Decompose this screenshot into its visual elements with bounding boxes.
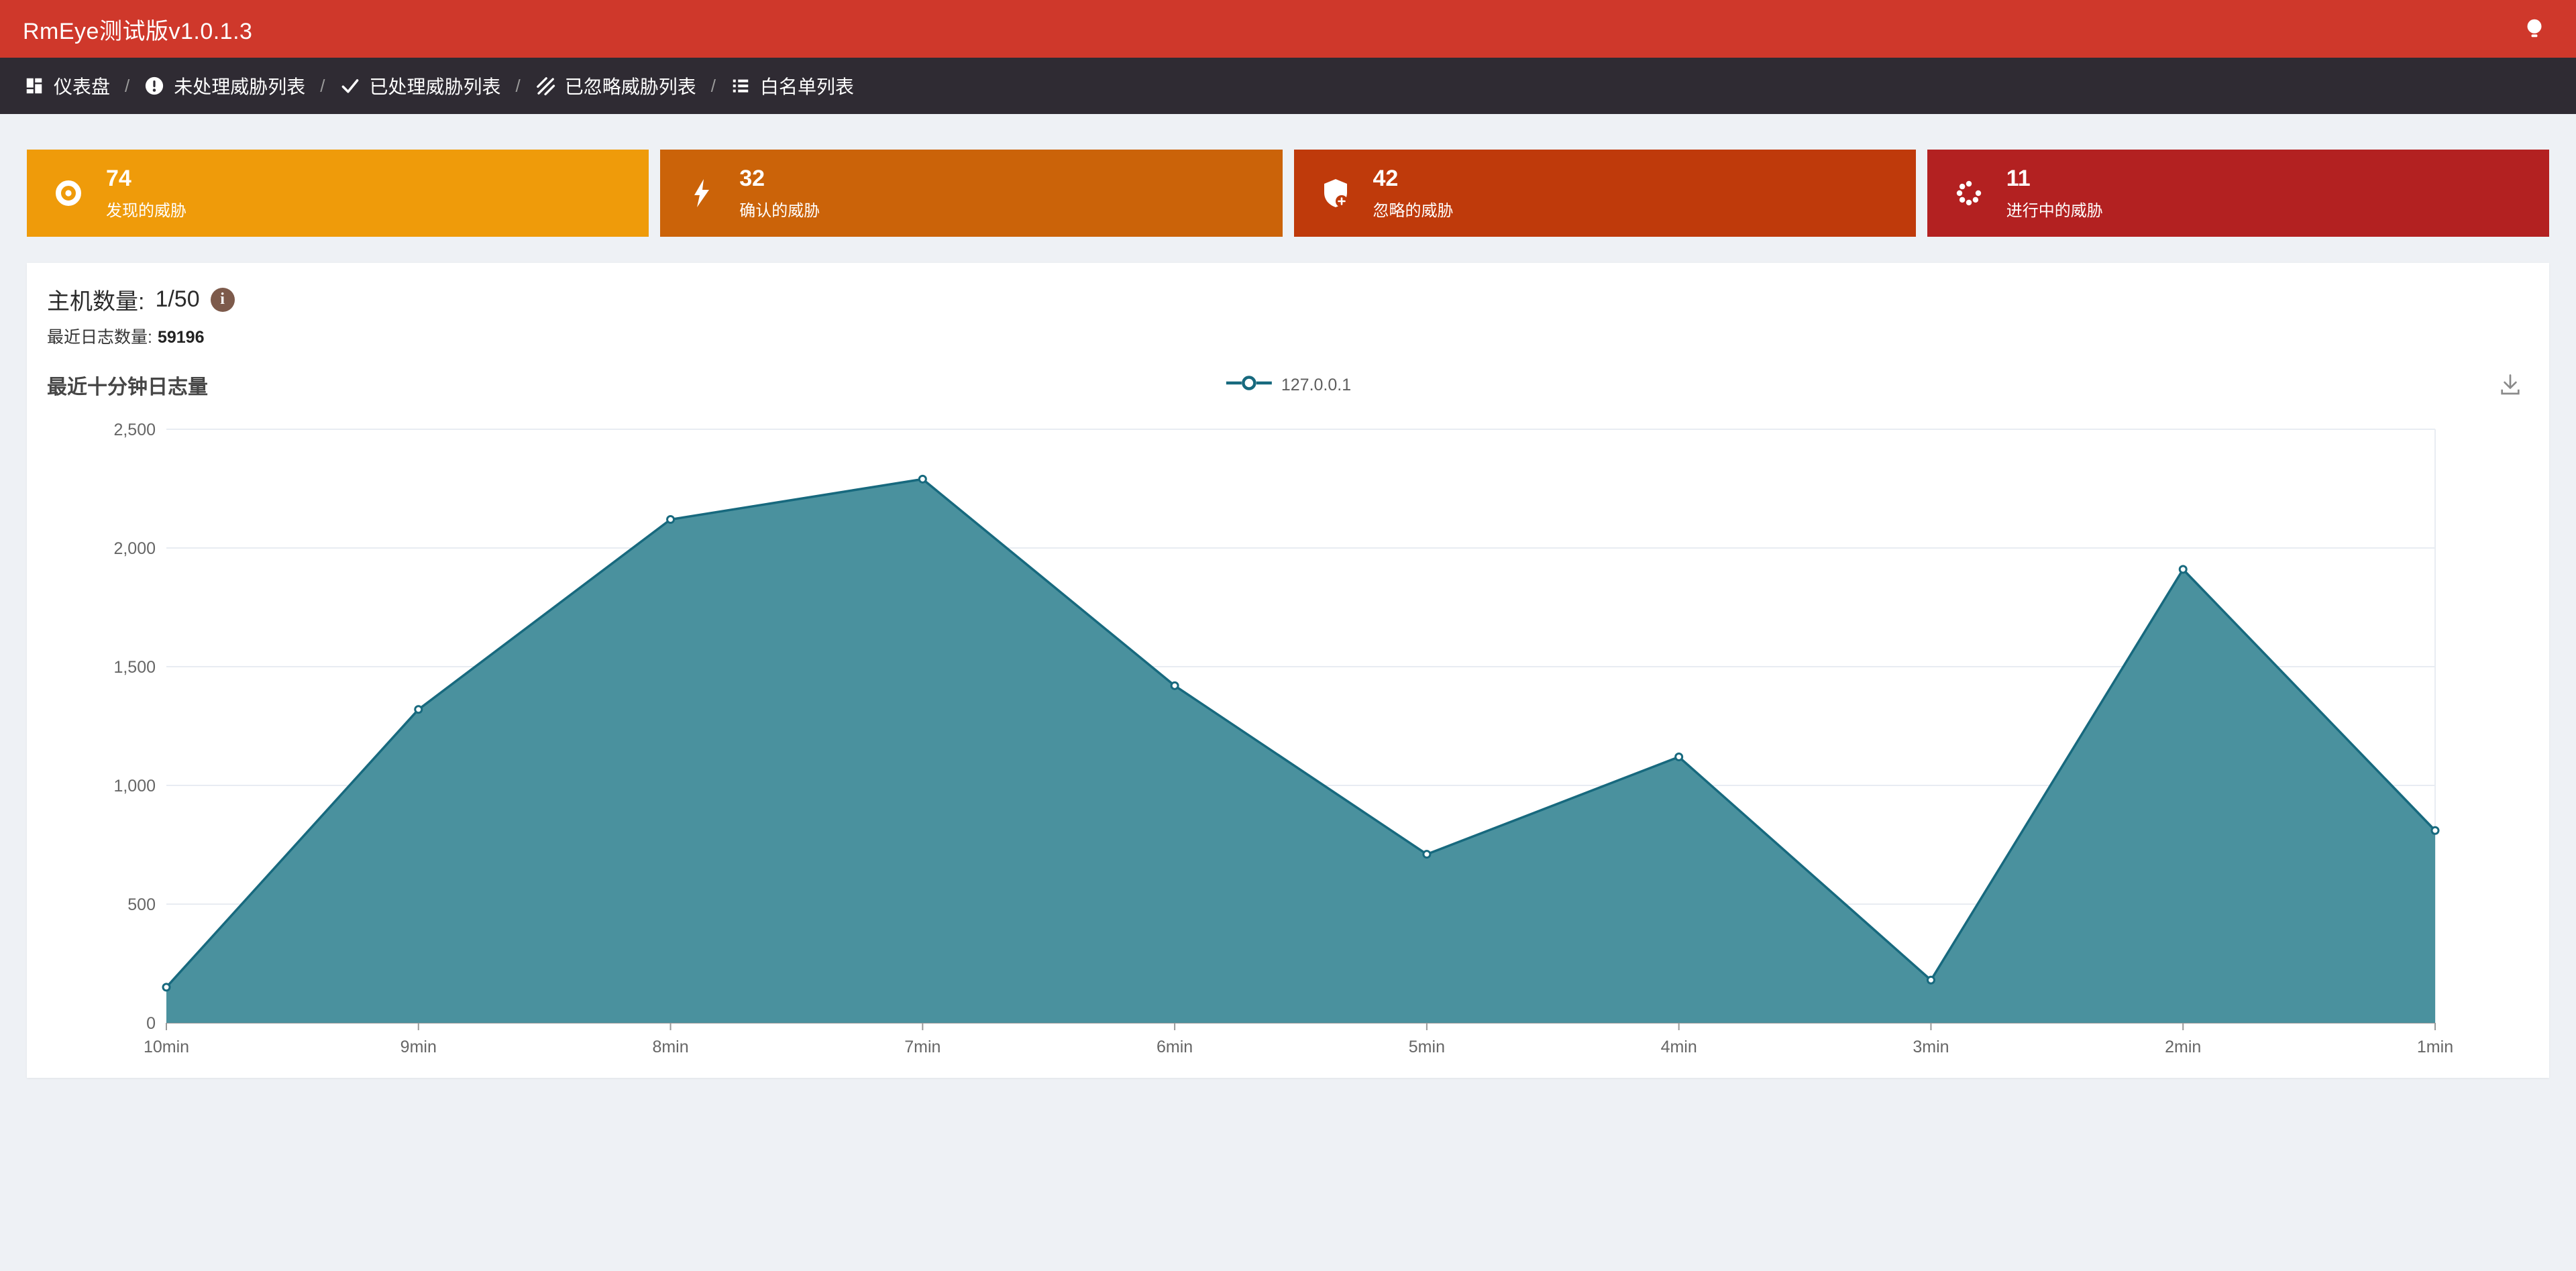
lightbulb-icon[interactable] (2520, 14, 2549, 44)
info-icon[interactable]: i (210, 287, 235, 312)
stat-value: 42 (1373, 165, 1399, 191)
nav-item-whitelist[interactable]: 白名单列表 (728, 72, 857, 99)
legend-item-127001[interactable]: 127.0.0.1 (1225, 374, 1351, 396)
svg-text:10min: 10min (144, 1038, 189, 1056)
svg-text:9min: 9min (400, 1038, 437, 1056)
breadcrumb: 仪表盘 / 未处理威胁列表 / 已处理威胁列表 / 已忽略威胁列表 / 白名单列… (0, 58, 2576, 114)
nav-item-handled-threats[interactable]: 已处理威胁列表 (337, 72, 504, 99)
recent-logs-label: 最近日志数量: (47, 328, 152, 347)
spinner-icon (1953, 177, 1985, 209)
svg-text:0: 0 (146, 1014, 156, 1033)
svg-text:1,500: 1,500 (113, 658, 156, 677)
svg-text:1,000: 1,000 (113, 777, 156, 795)
app-title: RmEye测试版v1.0.1.3 (23, 18, 253, 44)
stat-value: 32 (739, 165, 765, 191)
download-icon[interactable] (2497, 372, 2524, 398)
breadcrumb-separator: / (515, 75, 521, 96)
svg-text:8min: 8min (652, 1038, 688, 1056)
nav-item-label: 已处理威胁列表 (369, 76, 501, 97)
breadcrumb-separator: / (125, 75, 130, 96)
stat-card-discovered-threats[interactable]: 74 发现的威胁 (27, 150, 649, 237)
stat-cards-row: 74 发现的威胁 32 确认的威胁 42 忽略的威胁 1 (27, 150, 2549, 237)
stat-value: 11 (2006, 165, 2031, 191)
nav-item-label: 仪表盘 (54, 76, 111, 97)
stat-label: 进行中的威胁 (2006, 202, 2103, 221)
svg-text:2min: 2min (2165, 1038, 2201, 1056)
stat-label: 发现的威胁 (106, 202, 186, 221)
svg-text:6min: 6min (1157, 1038, 1193, 1056)
legend-label: 127.0.0.1 (1281, 375, 1352, 394)
svg-text:1min: 1min (2417, 1038, 2453, 1056)
dashboard-icon (24, 76, 44, 96)
recent-logs-value: 59196 (157, 328, 205, 347)
svg-text:4min: 4min (1661, 1038, 1697, 1056)
nav-item-label: 未处理威胁列表 (174, 76, 306, 97)
svg-text:3min: 3min (1913, 1038, 1949, 1056)
dashboard-panel: 主机数量: 1/50 i 最近日志数量: 59196 最近十分钟日志量 127.0… (27, 263, 2549, 1078)
app-header: RmEye测试版v1.0.1.3 (0, 0, 2576, 58)
breadcrumb-separator: / (320, 75, 325, 96)
chart-header: 最近十分钟日志量 127.0.0.1 (47, 366, 2529, 404)
lightning-icon (686, 177, 718, 209)
stat-label: 忽略的威胁 (1373, 202, 1454, 221)
nav-item-label: 已忽略威胁列表 (564, 76, 696, 97)
shield-plus-icon (1320, 177, 1352, 209)
exclamation-circle-icon (144, 76, 164, 96)
stat-value: 74 (106, 165, 131, 191)
legend-marker-icon (1225, 374, 1273, 396)
svg-text:2,500: 2,500 (113, 421, 156, 439)
svg-text:500: 500 (127, 895, 156, 914)
stat-card-ignored-threats[interactable]: 42 忽略的威胁 (1293, 150, 1916, 237)
stat-label: 确认的威胁 (739, 202, 820, 221)
list-icon (731, 76, 751, 96)
stat-card-inprogress-threats[interactable]: 11 进行中的威胁 (1927, 150, 2549, 237)
host-count-value: 1/50 (155, 286, 200, 312)
nav-item-label: 白名单列表 (760, 76, 855, 97)
nav-item-unhandled-threats[interactable]: 未处理威胁列表 (142, 72, 308, 99)
check-icon (340, 76, 360, 96)
host-count-row: 主机数量: 1/50 i (47, 283, 2529, 316)
host-count-label: 主机数量: (47, 289, 145, 315)
recent-logs-row: 最近日志数量: 59196 (47, 324, 2529, 348)
nav-item-dashboard[interactable]: 仪表盘 (21, 72, 113, 99)
eye-icon (52, 177, 85, 209)
svg-text:5min: 5min (1409, 1038, 1445, 1056)
svg-text:7min: 7min (904, 1038, 941, 1056)
breadcrumb-separator: / (710, 75, 716, 96)
chart-title: 最近十分钟日志量 (47, 376, 208, 398)
nav-item-ignored-threats[interactable]: 已忽略威胁列表 (533, 72, 699, 99)
log-volume-area-chart[interactable]: 0 500 1,000 1,500 2,000 2,500 10min 9min 8min 7mi… (47, 406, 2529, 1063)
svg-text:2,000: 2,000 (113, 539, 156, 558)
hatch-icon (535, 76, 555, 96)
stat-card-confirmed-threats[interactable]: 32 确认的威胁 (660, 150, 1283, 237)
